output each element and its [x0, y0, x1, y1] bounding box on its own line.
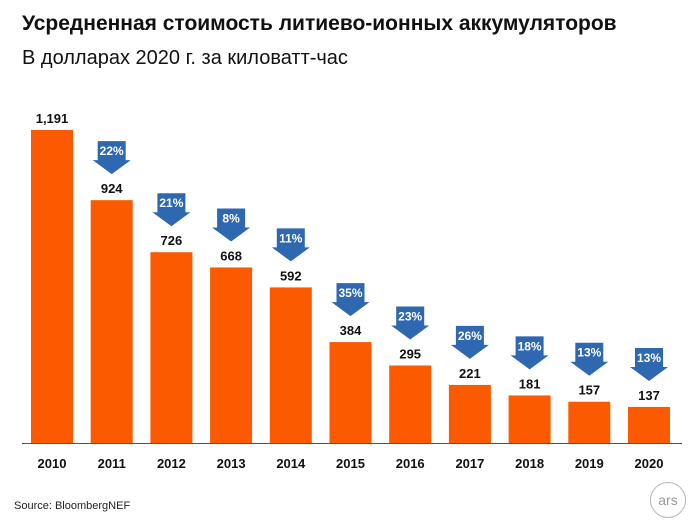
chart-title: Усредненная стоимость литиево-ионных акк… [22, 12, 617, 35]
decline-arrow-2018 [510, 336, 549, 370]
x-tick-label-2018: 2018 [515, 456, 544, 471]
x-tick-label-2020: 2020 [635, 456, 664, 471]
x-tick-label-2015: 2015 [336, 456, 365, 471]
decline-label-2017: 26% [458, 329, 482, 343]
decline-label-2019: 13% [577, 346, 601, 360]
decline-arrow-2012 [152, 193, 191, 227]
bar-2012 [150, 252, 193, 443]
value-label-2010: 1,191 [36, 111, 69, 126]
decline-label-2012: 21% [159, 196, 183, 210]
decline-arrow-2020 [630, 347, 668, 381]
decline-label-2016: 23% [398, 309, 422, 323]
decline-arrow-2015 [331, 283, 370, 317]
x-tick-label-2011: 2011 [98, 456, 126, 471]
x-tick-label-2014: 2014 [276, 456, 306, 471]
decline-label-2018: 18% [518, 339, 542, 353]
source-note: Source: BloombergNEF [14, 500, 131, 512]
decline-label-2011: 22% [100, 144, 124, 158]
bar-2010 [31, 130, 73, 443]
decline-arrow-2011 [92, 141, 131, 175]
value-label-2014: 592 [280, 268, 302, 283]
x-tick-label-2013: 2013 [217, 456, 246, 471]
bar-2020 [628, 406, 670, 443]
decline-arrow-2013 [212, 208, 251, 242]
bar-2018 [508, 395, 551, 443]
decline-label-2014: 11% [279, 231, 303, 245]
value-label-2018: 181 [519, 376, 541, 391]
value-label-2016: 295 [399, 346, 421, 361]
ars-logo: ars [650, 482, 686, 518]
value-label-2012: 726 [161, 233, 183, 248]
bar-2019 [568, 401, 611, 443]
value-label-2015: 384 [340, 323, 362, 338]
bar-2013 [210, 267, 253, 443]
x-tick-label-2019: 2019 [575, 456, 604, 471]
decline-label-2015: 35% [338, 286, 362, 300]
bar-2014 [269, 287, 312, 443]
decline-arrow-2014 [271, 228, 310, 262]
decline-label-2020: 13% [637, 351, 661, 365]
x-tick-label-2012: 2012 [157, 456, 186, 471]
value-label-2020: 137 [638, 388, 660, 403]
decline-label-2013: 8% [222, 211, 240, 225]
decline-arrow-2019 [570, 342, 609, 376]
x-tick-label-2010: 2010 [38, 456, 67, 471]
decline-arrow-2016 [391, 306, 430, 340]
value-label-2013: 668 [220, 248, 242, 263]
x-tick-label-2017: 2017 [455, 456, 484, 471]
bar-2016 [389, 365, 432, 443]
bar-2015 [329, 342, 372, 443]
decline-arrow-2017 [450, 325, 489, 359]
x-tick-label-2016: 2016 [396, 456, 425, 471]
bar-2011 [90, 200, 133, 443]
value-label-2019: 157 [578, 383, 600, 398]
bar-2017 [448, 384, 491, 443]
value-label-2017: 221 [459, 366, 481, 381]
chart-subtitle: В долларах 2020 г. за киловатт-час [22, 47, 348, 69]
value-label-2011: 924 [101, 181, 123, 196]
